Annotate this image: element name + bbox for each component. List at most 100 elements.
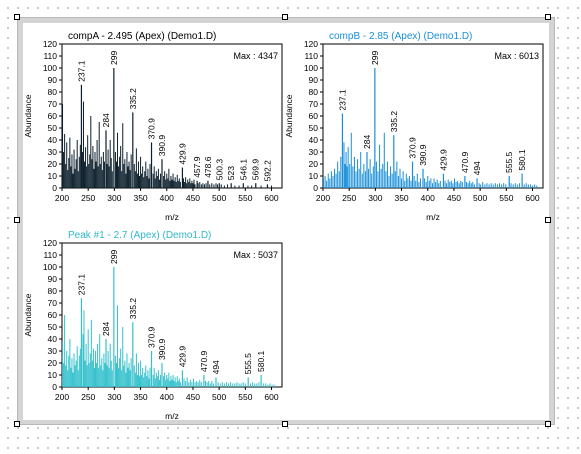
chart-1-peak-label: 237.1 xyxy=(76,60,86,82)
resize-handle-middle-right[interactable] xyxy=(545,217,551,223)
chart-1-ytick-label: 20 xyxy=(48,159,58,169)
chart-3-title: Peak #1 - 2.7 (Apex) (Demo1.D) xyxy=(68,230,211,241)
chart-3-xtick-label: 300 xyxy=(107,392,121,402)
chart-2-peak-label: 555.5 xyxy=(504,151,514,173)
chart-3-xtick-label: 500 xyxy=(212,392,226,402)
chart-1-xtick-label: 250 xyxy=(81,193,95,203)
chart-2-ytick-label: 120 xyxy=(304,39,318,49)
chart-2-peak-label: 299 xyxy=(370,51,380,65)
chart-3-xtick-label: 200 xyxy=(55,392,69,402)
resize-handle-bottom-left[interactable] xyxy=(14,421,20,427)
chart-1-xtick-label: 350 xyxy=(133,193,147,203)
resize-handle-middle-left[interactable] xyxy=(14,217,20,223)
chart-3-peak-label: 284 xyxy=(101,322,111,336)
chart-2-plot-area xyxy=(322,43,544,189)
chart-3-plot-area xyxy=(61,242,283,388)
chart-3-max-label: Max : 5037 xyxy=(233,250,278,260)
chart-2-ytick-label: 0 xyxy=(313,183,318,193)
chart-1-xtick-label: 450 xyxy=(186,193,200,203)
chart-1-ylabel: Abundance xyxy=(23,94,33,137)
chart-2-peak-label: 335.2 xyxy=(389,111,399,133)
chart-1-ytick-label: 40 xyxy=(48,135,58,145)
chart-3-peak-label: 580.1 xyxy=(256,350,266,372)
chart-3-peak-label: 299 xyxy=(109,250,119,264)
chart-3-ytick-label: 70 xyxy=(48,298,58,308)
chart-2-ytick-label: 50 xyxy=(309,123,319,133)
chart-1-ytick-label: 120 xyxy=(43,39,57,49)
chart-1-ytick-label: 30 xyxy=(48,147,58,157)
chart-1-xtick-label: 600 xyxy=(264,193,278,203)
chart-3-peak-label: 237.1 xyxy=(76,274,86,296)
chart-1-ytick-label: 90 xyxy=(48,75,58,85)
chart-2-peak-label: 470.9 xyxy=(460,151,470,173)
chart-3-peak-label: 494 xyxy=(211,360,221,374)
chart-1-plot-area xyxy=(61,43,283,189)
chart-3-ytick-label: 60 xyxy=(48,310,58,320)
resize-handle-bottom-right[interactable] xyxy=(545,421,551,427)
chart-3-ytick-label: 30 xyxy=(48,346,58,356)
chart-2-ytick-label: 100 xyxy=(304,63,318,73)
chart-1-ytick-label: 70 xyxy=(48,99,58,109)
chart-2-title: compB - 2.85 (Apex) (Demo1.D) xyxy=(329,31,472,42)
chart-1-xlabel: m/z xyxy=(165,212,179,222)
chart-1-ytick-label: 0 xyxy=(52,183,57,193)
chart-1-peak-label: 523 xyxy=(226,166,236,180)
chart-2-xtick-label: 250 xyxy=(342,193,356,203)
chart-3-xtick-label: 400 xyxy=(160,392,174,402)
chart-1-ytick-label: 60 xyxy=(48,111,58,121)
chart-2-ytick-label: 20 xyxy=(309,159,319,169)
chart-1-xtick-label: 200 xyxy=(55,193,69,203)
chart-1-xtick-label: 500 xyxy=(212,193,226,203)
chart-3-peak-label: 370.9 xyxy=(147,326,157,348)
chart-2-xtick-label: 500 xyxy=(473,193,487,203)
chart-2-xtick-label: 400 xyxy=(421,193,435,203)
chart-3-ytick-label: 10 xyxy=(48,370,58,380)
chart-2-xtick-label: 600 xyxy=(525,193,539,203)
chart-2-xlabel: m/z xyxy=(426,212,440,222)
chart-3-xtick-label: 550 xyxy=(238,392,252,402)
chart-2-xtick-label: 200 xyxy=(316,193,330,203)
chart-2-peak-label: 284 xyxy=(362,135,372,149)
chart-1-ytick-label: 10 xyxy=(48,171,58,181)
chart-3-ytick-label: 120 xyxy=(43,238,57,248)
chart-2-xtick-label: 550 xyxy=(499,193,513,203)
chart-3-ytick-label: 110 xyxy=(43,250,57,260)
chart-1-peak-label: 478.6 xyxy=(203,156,213,178)
chart-3-ytick-label: 50 xyxy=(48,322,58,332)
chart-1-bars xyxy=(62,68,273,188)
chart-2-peak-label: 429.9 xyxy=(438,149,448,171)
chart-2-ytick-label: 30 xyxy=(309,147,319,157)
chart-1-ytick-label: 50 xyxy=(48,123,58,133)
resize-handle-top-right[interactable] xyxy=(545,14,551,20)
chart-3-ylabel: Abundance xyxy=(23,293,33,336)
chart-1-peak-label: 390.9 xyxy=(157,135,167,157)
chart-1-xtick-label: 300 xyxy=(107,193,121,203)
chart-3-xtick-label: 350 xyxy=(133,392,147,402)
chart-2-xtick-label: 300 xyxy=(368,193,382,203)
chart-1-peak-label: 457.9 xyxy=(192,156,202,178)
chart-2-ytick-label: 70 xyxy=(309,99,319,109)
chart-2-ytick-label: 10 xyxy=(309,171,319,181)
chart-2-ytick-label: 40 xyxy=(309,135,319,145)
resize-handle-bottom-middle[interactable] xyxy=(282,421,288,427)
chart-1-max-label: Max : 4347 xyxy=(233,51,278,61)
chart-3-bars xyxy=(62,267,275,387)
chart-1-xtick-label: 550 xyxy=(238,193,252,203)
chart-3-xtick-label: 250 xyxy=(81,392,95,402)
chart-1-ytick-label: 80 xyxy=(48,87,58,97)
chart-2-ytick-label: 90 xyxy=(309,75,319,85)
chart-2-xtick-label: 350 xyxy=(394,193,408,203)
chart-2-peak-label: 370.9 xyxy=(408,137,418,159)
chart-1-peak-label: 299 xyxy=(109,51,119,65)
chart-2-peak-label: 237.1 xyxy=(337,89,347,111)
chart-1-peak-label: 546.1 xyxy=(238,159,248,181)
chart-3-xtick-label: 450 xyxy=(186,392,200,402)
chart-1-ytick-label: 100 xyxy=(43,63,57,73)
resize-handle-top-middle[interactable] xyxy=(282,14,288,20)
resize-handle-top-left[interactable] xyxy=(14,14,20,20)
chart-2-peak-label: 494 xyxy=(472,161,482,175)
chart-3-peak-label: 335.2 xyxy=(128,298,138,320)
chart-1-peak-label: 429.9 xyxy=(177,143,187,165)
chart-1-peak-label: 500.3 xyxy=(214,159,224,181)
